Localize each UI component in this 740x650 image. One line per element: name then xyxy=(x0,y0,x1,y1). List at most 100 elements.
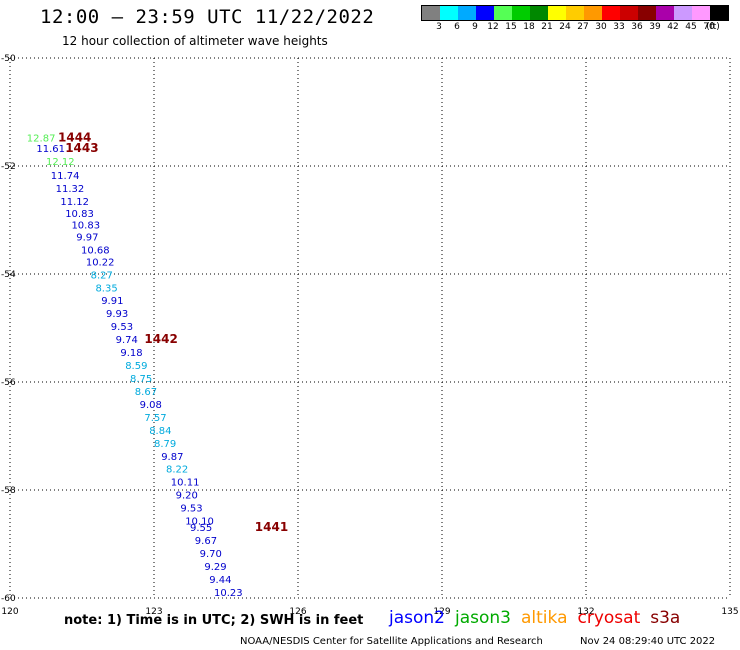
colorbar-label: 45 xyxy=(685,22,697,32)
wave-height-value: 10.23 xyxy=(214,588,243,599)
wave-height-value: 8.22 xyxy=(166,465,188,476)
x-tick-label: 135 xyxy=(721,607,738,617)
wave-height-value: 8.27 xyxy=(91,270,113,281)
wave-height-value: 8.75 xyxy=(130,374,152,385)
x-tick-label: 129 xyxy=(433,607,450,617)
legend-item-altika: altika xyxy=(521,608,568,628)
map-title: 12:00 – 23:59 UTC 11/22/2022 xyxy=(40,6,375,28)
colorbar-swatch xyxy=(584,6,602,20)
wave-height-value: 9.97 xyxy=(76,233,98,244)
y-tick-label: -56 xyxy=(1,378,16,388)
grid xyxy=(9,57,731,599)
footer-timestamp: Nov 24 08:29:40 UTC 2022 xyxy=(580,636,716,647)
legend-item-jason2: jason2 xyxy=(389,608,445,628)
colorbar-label: 9 xyxy=(472,22,478,32)
y-tick-label: -60 xyxy=(1,594,16,604)
colorbar-swatch xyxy=(638,6,656,20)
pass-number-label: 1441 xyxy=(255,520,288,534)
wave-height-value: 10.10 xyxy=(185,517,214,528)
wave-height-value: 9.29 xyxy=(204,562,226,573)
satellite-legend: jason2 jason3 altika cryosat s3a xyxy=(389,608,690,628)
colorbar-label: 21 xyxy=(541,22,553,32)
wave-height-value: 9.18 xyxy=(120,348,142,359)
colorbar-label: 6 xyxy=(454,22,460,32)
colorbar-label: 15 xyxy=(505,22,517,32)
wave-height-value: 9.91 xyxy=(101,296,123,307)
colorbar xyxy=(421,5,729,21)
colorbar-label: 39 xyxy=(649,22,661,32)
colorbar-swatch xyxy=(566,6,584,20)
colorbar-label: 70 xyxy=(703,22,715,32)
wave-height-value: 12.87 xyxy=(27,134,56,145)
wave-height-value: 9.20 xyxy=(176,491,198,502)
units-note: note: 1) Time is in UTC; 2) SWH is in fe… xyxy=(64,613,364,628)
colorbar-label: 24 xyxy=(559,22,571,32)
y-tick-label: -50 xyxy=(1,54,16,64)
wave-height-value: 8.84 xyxy=(149,426,171,437)
wave-height-value: 9.55 xyxy=(190,523,212,534)
wave-height-value: 10.68 xyxy=(81,245,110,256)
wave-height-value: 8.35 xyxy=(95,283,117,294)
colorbar-label: (ft) xyxy=(706,22,720,32)
colorbar-label: 30 xyxy=(595,22,607,32)
wave-height-value: 9.74 xyxy=(116,335,138,346)
colorbar-swatch xyxy=(494,6,512,20)
pass-number-label: 1442 xyxy=(144,332,177,346)
footer-credit: NOAA/NESDIS Center for Satellite Applica… xyxy=(240,636,543,647)
y-tick-label: -58 xyxy=(1,486,16,496)
wave-height-value: 8.67 xyxy=(135,387,157,398)
wave-height-value: 9.87 xyxy=(161,452,183,463)
x-tick-label: 126 xyxy=(289,607,306,617)
legend-item-s3a: s3a xyxy=(650,608,681,628)
wave-height-value: 8.79 xyxy=(154,439,176,450)
wave-height-value: 9.53 xyxy=(111,322,133,333)
map-subtitle: 12 hour collection of altimeter wave hei… xyxy=(62,34,328,48)
wave-height-value: 10.83 xyxy=(65,209,94,220)
legend-item-jason3: jason3 xyxy=(455,608,511,628)
x-tick-label: 123 xyxy=(145,607,162,617)
colorbar-swatch xyxy=(620,6,638,20)
wave-height-value: 10.22 xyxy=(86,257,115,268)
axis-ticks: 120 123 126 129 132 135 -50 -52 -54 -56 -58 -60 xyxy=(1,54,739,617)
colorbar-swatch xyxy=(710,6,728,20)
colorbar-label: 36 xyxy=(631,22,643,32)
colorbar-swatch xyxy=(692,6,710,20)
pass-number-label: 1443 xyxy=(65,141,98,155)
colorbar-swatch xyxy=(422,6,440,20)
pass-number-label: 1444 xyxy=(58,131,91,145)
y-tick-label: -52 xyxy=(1,162,16,172)
wave-height-value: 9.70 xyxy=(200,549,222,560)
wave-height-value: 7.57 xyxy=(144,413,166,424)
wave-height-points: 12.8711.6112.1211.7411.3211.1210.8310.83… xyxy=(27,134,243,599)
colorbar-swatch xyxy=(602,6,620,20)
wave-height-value: 9.08 xyxy=(140,400,162,411)
colorbar-label: 12 xyxy=(487,22,499,32)
colorbar-swatch xyxy=(476,6,494,20)
colorbar-swatch xyxy=(440,6,458,20)
wave-height-value: 12.12 xyxy=(46,157,75,168)
colorbar-label: 27 xyxy=(577,22,589,32)
wave-height-value: 11.32 xyxy=(56,184,85,195)
wave-height-value: 11.74 xyxy=(51,171,80,182)
colorbar-label: 42 xyxy=(667,22,679,32)
wave-height-value: 11.61 xyxy=(36,144,65,155)
wave-height-value: 9.44 xyxy=(209,575,231,586)
wave-height-value: 9.93 xyxy=(106,309,128,320)
colorbar-swatch xyxy=(458,6,476,20)
colorbar-label: 3 xyxy=(436,22,442,32)
y-tick-label: -54 xyxy=(1,270,16,280)
wave-height-value: 8.59 xyxy=(125,361,147,372)
wave-height-value: 9.67 xyxy=(195,536,217,547)
colorbar-swatch xyxy=(512,6,530,20)
wave-height-value: 10.83 xyxy=(71,221,100,232)
wave-height-value: 10.11 xyxy=(171,478,200,489)
colorbar-label: 18 xyxy=(523,22,535,32)
colorbar-swatch xyxy=(530,6,548,20)
colorbar-swatch xyxy=(674,6,692,20)
colorbar-label: 33 xyxy=(613,22,625,32)
wave-height-value: 11.12 xyxy=(60,197,89,208)
legend-item-cryosat: cryosat xyxy=(577,608,641,628)
colorbar-swatch xyxy=(656,6,674,20)
